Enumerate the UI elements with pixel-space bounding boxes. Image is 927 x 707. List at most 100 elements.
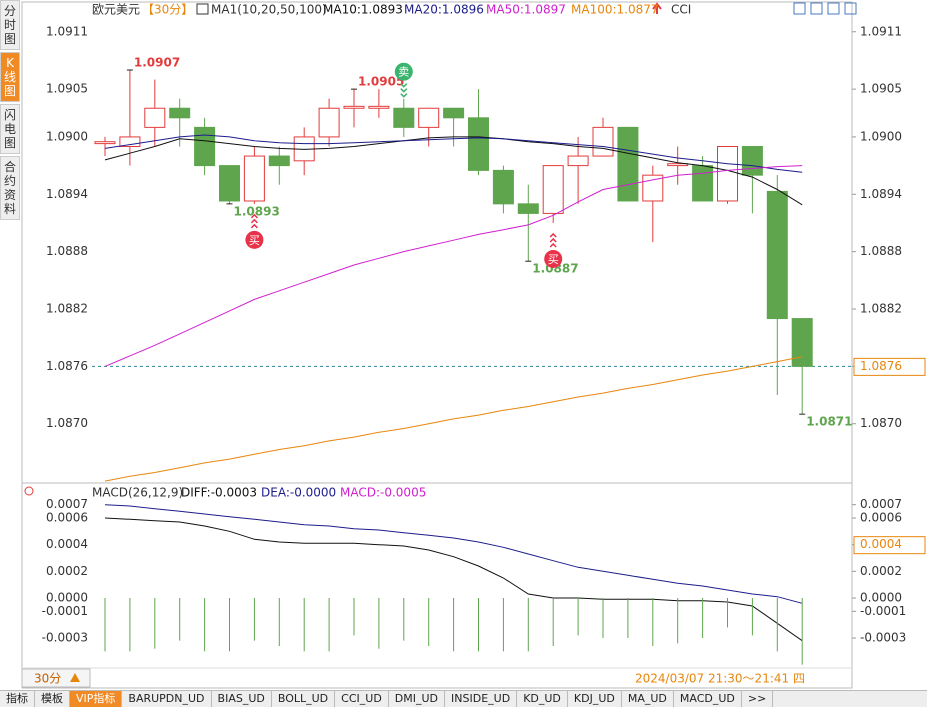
tab[interactable]: VIP指标 — [70, 691, 123, 707]
chart: 30分 2024/03/07 21:30～21:41 四 1.0870 1.087… — [21, 1, 926, 689]
candle-body — [468, 117, 489, 171]
sidebar-tab[interactable]: 闪电图 — [0, 104, 20, 154]
candle-body — [617, 126, 639, 202]
tab-bar: 指标 模板 VIP指标 BARUPDN_UD BIAS_UD BOLL_UD CCI_UD D… — [0, 690, 927, 707]
legend-entry: MA50:1.0897 — [486, 3, 566, 17]
extreme-label: 1.0887 — [532, 262, 578, 276]
y-tick-label: 1.0894 — [860, 187, 902, 201]
candle-body — [492, 169, 514, 205]
candle-body — [517, 203, 539, 214]
candle-body — [692, 165, 714, 202]
tab[interactable]: INSIDE_UD — [445, 691, 518, 707]
candle-body — [318, 107, 340, 138]
signal-label: 买 — [548, 253, 559, 266]
icon[interactable] — [810, 2, 823, 15]
period-arrow[interactable] — [70, 673, 80, 682]
macd-line — [104, 517, 803, 642]
tab[interactable]: MACD_UD — [674, 691, 742, 707]
signal-arrow — [250, 218, 258, 224]
frame — [21, 1, 853, 689]
sidebar-tab[interactable]: K线图 — [0, 52, 20, 102]
extreme-label: 1.0893 — [234, 204, 280, 218]
candle-body — [144, 107, 166, 128]
candle-body — [119, 136, 141, 147]
ma-line — [104, 134, 803, 173]
sidebar: 分时图 K线图 闪电图 合约资料 — [0, 0, 20, 222]
extreme-label: 1.0905 — [358, 75, 404, 89]
candle-body — [791, 318, 813, 367]
legend-entry: DEA:-0.0000 — [261, 486, 336, 500]
price-tag: 0.0004 — [860, 537, 902, 551]
candle-body — [169, 107, 191, 119]
indicator-title: MACD(26,12,9) — [92, 486, 183, 500]
legend-icon[interactable] — [196, 3, 209, 15]
y-tick-label: 0.0007 — [46, 497, 88, 511]
tab[interactable]: >> — [742, 691, 774, 707]
tab[interactable]: KD_UD — [517, 691, 568, 707]
cci-arrow — [652, 2, 662, 14]
indicator: CCI — [671, 3, 691, 17]
tab[interactable]: 模板 — [35, 691, 70, 707]
candle-body — [542, 165, 564, 214]
candle-body — [642, 174, 664, 202]
y-tick-label: 0.0007 — [860, 497, 902, 511]
y-tick-label: 0.0000 — [860, 591, 902, 605]
candle-body — [717, 145, 738, 202]
icon[interactable] — [827, 2, 840, 15]
y-tick-label: 1.0888 — [46, 244, 88, 258]
tab[interactable]: 指标 — [0, 691, 35, 707]
y-tick-label: 1.0900 — [860, 129, 902, 143]
y-tick-label: 1.0888 — [860, 244, 902, 258]
y-tick-label: -0.0003 — [860, 631, 906, 645]
y-tick-label: 1.0882 — [860, 302, 902, 316]
y-tick-label: 1.0870 — [46, 416, 88, 430]
sidebar-tab[interactable]: 分时图 — [0, 0, 20, 50]
sidebar-tab[interactable]: 合约资料 — [0, 156, 20, 220]
chart-title: 欧元美元 — [92, 3, 140, 17]
ma-line — [104, 356, 803, 482]
candle-body — [667, 163, 689, 167]
signal-arrow — [549, 232, 557, 238]
extreme-label: 1.0907 — [134, 56, 180, 70]
macd-line — [104, 504, 803, 604]
y-tick-label: 0.0000 — [46, 591, 88, 605]
tab[interactable]: BARUPDN_UD — [122, 691, 212, 707]
y-tick-label: 0.0002 — [860, 564, 902, 578]
y-tick-label: 1.0876 — [46, 359, 88, 373]
y-tick-label: 0.0004 — [46, 537, 88, 551]
y-tick-label: -0.0001 — [860, 604, 906, 618]
signal-arrow — [400, 93, 408, 98]
candle-body — [592, 126, 614, 157]
tab[interactable]: DMI_UD — [389, 691, 446, 707]
settings-icon[interactable] — [24, 486, 34, 496]
y-tick-label: 0.0006 — [46, 511, 88, 525]
signal-arrow — [549, 237, 557, 243]
tab[interactable]: KDJ_UD — [568, 691, 622, 707]
toolbar-icons[interactable] — [793, 2, 857, 15]
signal-label: 卖 — [398, 66, 409, 79]
candle-body — [268, 155, 290, 167]
period-box[interactable] — [21, 668, 91, 688]
price-tag-box — [853, 536, 926, 555]
legend-entry: MA100:1.0877 — [571, 3, 659, 17]
period-label[interactable]: 30分 — [34, 672, 61, 686]
icon[interactable] — [793, 2, 806, 15]
time-range: 2024/03/07 21:30～21:41 四 — [635, 672, 805, 686]
signal-arrow — [250, 223, 258, 229]
signal-label: 买 — [249, 234, 260, 247]
tab[interactable]: CCI_UD — [335, 691, 389, 707]
candle-body — [766, 190, 788, 320]
candle-body — [194, 126, 216, 167]
tab[interactable]: BIAS_UD — [212, 691, 272, 707]
y-tick-label: 1.0911 — [860, 24, 902, 38]
y-tick-label: 0.0002 — [46, 564, 88, 578]
tab[interactable]: BOLL_UD — [272, 691, 336, 707]
candle-body — [368, 105, 390, 109]
icon[interactable] — [844, 2, 857, 15]
signal-badge — [394, 62, 413, 81]
candle-body — [443, 107, 465, 119]
legend-entry: MA10:1.0893 — [323, 3, 403, 17]
tab[interactable]: MA_UD — [622, 691, 674, 707]
legend-entry: DIFF:-0.0003 — [181, 486, 257, 500]
